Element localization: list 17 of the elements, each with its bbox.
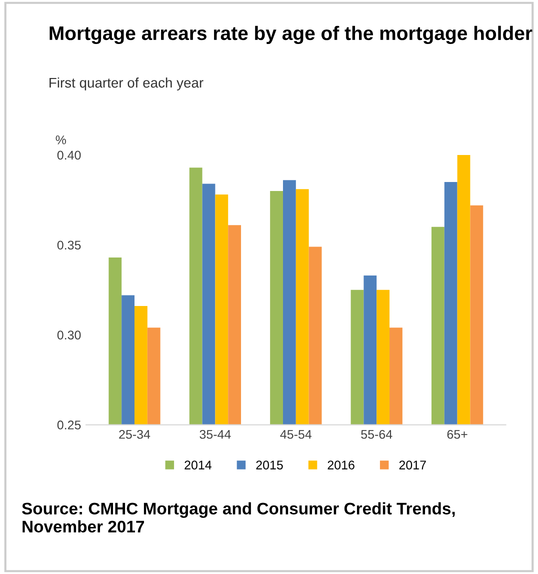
legend-label: 2014 [184,460,212,470]
x-tick-label: 55-64 [361,430,392,439]
legend-label: 2017 [399,460,426,470]
y-axis-title: % [56,136,66,144]
source-note: Source: CMHC Mortgage and Consumer Credit Trends, November 2017 [22,502,455,533]
y-tick-label: 0.35 [57,240,81,250]
x-tick-label: 25-34 [119,430,150,439]
x-tick-label: 65+ [447,430,468,439]
x-tick-label: 35-44 [200,430,231,439]
x-tick-label: 45-54 [280,430,312,439]
y-tick-label: 0.25 [57,420,81,430]
y-tick-label: 0.30 [57,330,81,340]
legend-label: 2016 [328,460,354,470]
chart-title: Mortgage arrears rate by age of the mortgage holder [50,26,532,44]
chart-subtitle: First quarter of each year [50,77,204,90]
y-tick-label: 0.40 [57,150,81,160]
legend-label: 2015 [256,460,283,470]
